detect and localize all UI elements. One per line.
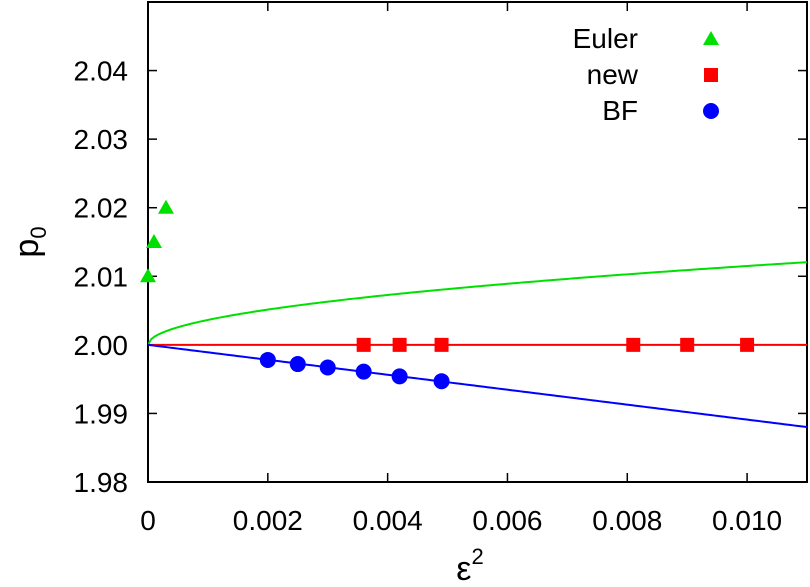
legend-marker-euler [703,31,719,45]
point-bf [391,368,408,385]
fit-lines [148,261,807,429]
y-tick-label: 2.02 [74,193,129,224]
point-new [392,337,407,352]
point-bf [289,356,306,373]
x-tick-label: 0.004 [353,505,423,536]
legend: Euler new BF [573,23,719,126]
y-tick-label: 2.00 [74,330,129,361]
x-axis-label-base: ε [456,550,471,587]
point-new [626,337,641,352]
legend-marker-bf [703,103,719,119]
point-new [740,337,755,352]
legend-marker-new [704,68,718,82]
legend-label-euler: Euler [573,23,638,54]
point-euler [157,199,174,214]
data-points [140,199,755,390]
y-tick-label: 2.01 [74,261,129,292]
y-axis-label-sub: 0 [26,226,51,238]
point-euler [145,234,162,248]
point-new [356,337,371,352]
point-bf [319,359,336,376]
y-tick-label: 2.03 [74,124,129,155]
point-bf [355,363,372,380]
x-tick-label: 0 [140,505,156,536]
y-tick-label: 2.04 [74,56,129,87]
legend-label-new: new [587,59,639,90]
x-tick-label: 0.008 [592,505,662,536]
y-axis-label-base: p [8,239,46,258]
point-bf [259,351,276,368]
fit-line-euler [148,261,807,346]
y-tick-label: 1.98 [74,467,129,498]
point-new [680,337,695,352]
point-bf [433,373,450,390]
point-euler [140,268,156,283]
y-tick-label: 1.99 [74,398,129,429]
x-tick-label: 0.002 [233,505,303,536]
x-axis-label: ε2 [456,544,483,587]
x-tick-label: 0.010 [712,505,782,536]
x-tick-label: 0.006 [472,505,542,536]
point-new [434,337,449,352]
y-axis-label: p0 [8,226,51,257]
x-axis-label-sup: 2 [471,544,483,569]
plot-frame [147,1,808,483]
axis-ticks: 0 0.002 0.004 0.006 0.008 0.010 1.98 1.99 2.00 2.… [74,2,807,536]
fit-line-bf [148,343,807,429]
legend-label-bf: BF [602,95,638,126]
